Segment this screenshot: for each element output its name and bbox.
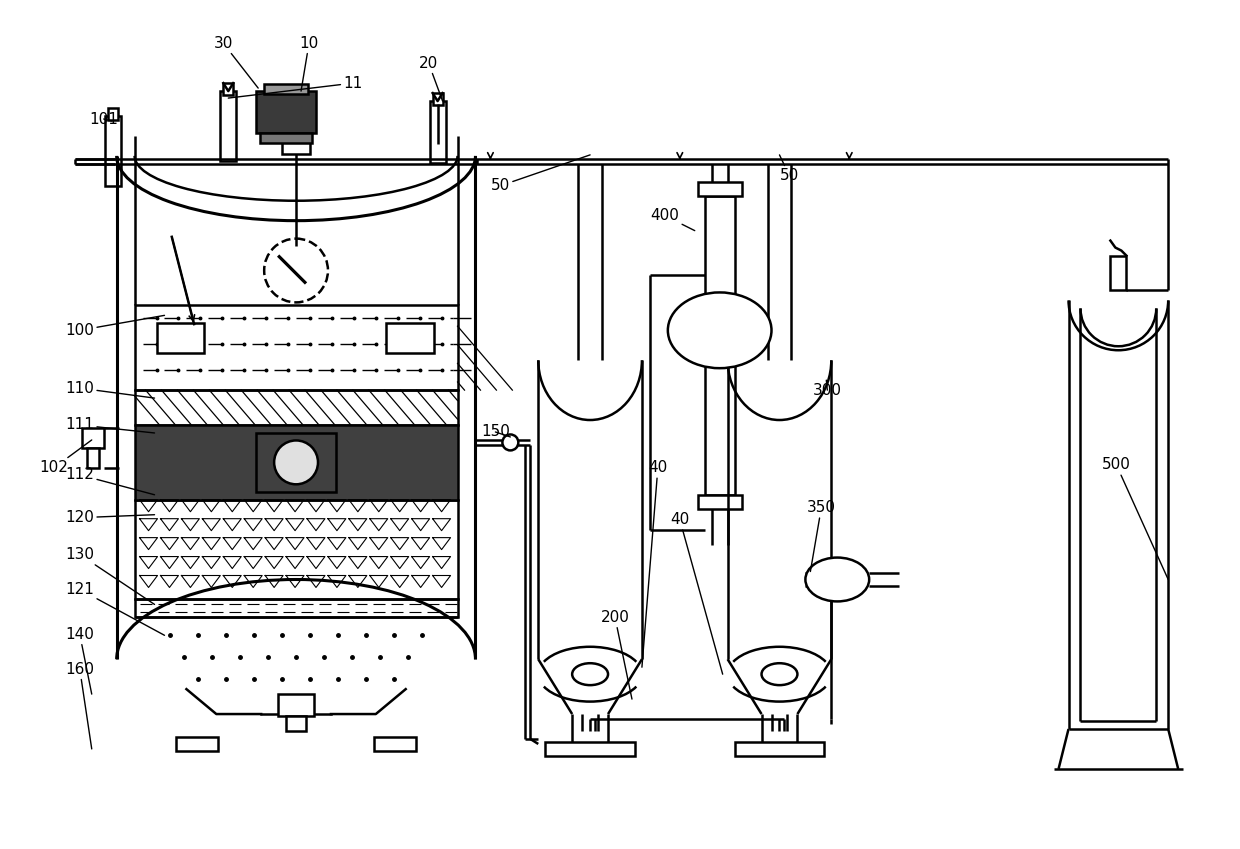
- Text: 50: 50: [491, 155, 590, 194]
- Text: 120: 120: [66, 510, 155, 526]
- Text: 101: 101: [89, 111, 118, 127]
- Bar: [260, 133, 312, 143]
- Text: 10: 10: [299, 36, 319, 91]
- Text: W: W: [830, 571, 846, 588]
- Text: 400: 400: [651, 208, 694, 231]
- Bar: [257, 91, 316, 133]
- Text: 300: 300: [812, 380, 842, 397]
- Text: 100: 100: [66, 315, 165, 338]
- Text: 500: 500: [1102, 458, 1168, 580]
- Bar: [104, 116, 120, 186]
- Bar: [156, 323, 205, 353]
- Text: 50: 50: [780, 155, 799, 183]
- Bar: [176, 737, 218, 751]
- Text: 102: 102: [40, 440, 92, 475]
- Text: 40: 40: [642, 460, 667, 667]
- Bar: [82, 428, 104, 448]
- Bar: [1110, 256, 1126, 290]
- Circle shape: [274, 441, 317, 484]
- Text: 140: 140: [66, 627, 94, 694]
- Text: 121: 121: [66, 582, 165, 635]
- Bar: [373, 737, 415, 751]
- Ellipse shape: [572, 663, 608, 685]
- Bar: [698, 182, 742, 196]
- Bar: [278, 694, 314, 716]
- Text: 11: 11: [228, 76, 362, 98]
- Bar: [135, 425, 458, 500]
- Text: 40: 40: [670, 512, 723, 674]
- Bar: [257, 433, 336, 492]
- Circle shape: [502, 435, 518, 451]
- Text: 130: 130: [66, 547, 155, 604]
- Ellipse shape: [761, 663, 797, 685]
- Ellipse shape: [668, 292, 771, 368]
- Text: 110: 110: [66, 380, 155, 398]
- Text: 111: 111: [66, 418, 155, 433]
- Bar: [221, 91, 237, 160]
- Bar: [734, 742, 825, 756]
- Bar: [283, 136, 310, 154]
- Text: 30: 30: [213, 36, 258, 88]
- Bar: [135, 390, 458, 425]
- Text: 350: 350: [807, 500, 836, 571]
- Bar: [698, 495, 742, 509]
- Bar: [135, 500, 458, 599]
- Bar: [546, 742, 635, 756]
- Text: 20: 20: [419, 56, 443, 101]
- Bar: [264, 84, 308, 94]
- Bar: [223, 83, 233, 95]
- Bar: [429, 101, 445, 163]
- Text: 150: 150: [481, 424, 511, 440]
- Bar: [87, 448, 99, 468]
- Bar: [108, 108, 118, 120]
- Ellipse shape: [806, 558, 869, 601]
- Bar: [135, 599, 458, 617]
- Text: 112: 112: [66, 467, 155, 495]
- Bar: [704, 196, 734, 495]
- Text: 200: 200: [600, 610, 632, 699]
- Bar: [286, 716, 306, 731]
- Bar: [433, 93, 443, 105]
- Bar: [135, 306, 458, 390]
- Text: 160: 160: [66, 661, 94, 749]
- Bar: [386, 323, 434, 353]
